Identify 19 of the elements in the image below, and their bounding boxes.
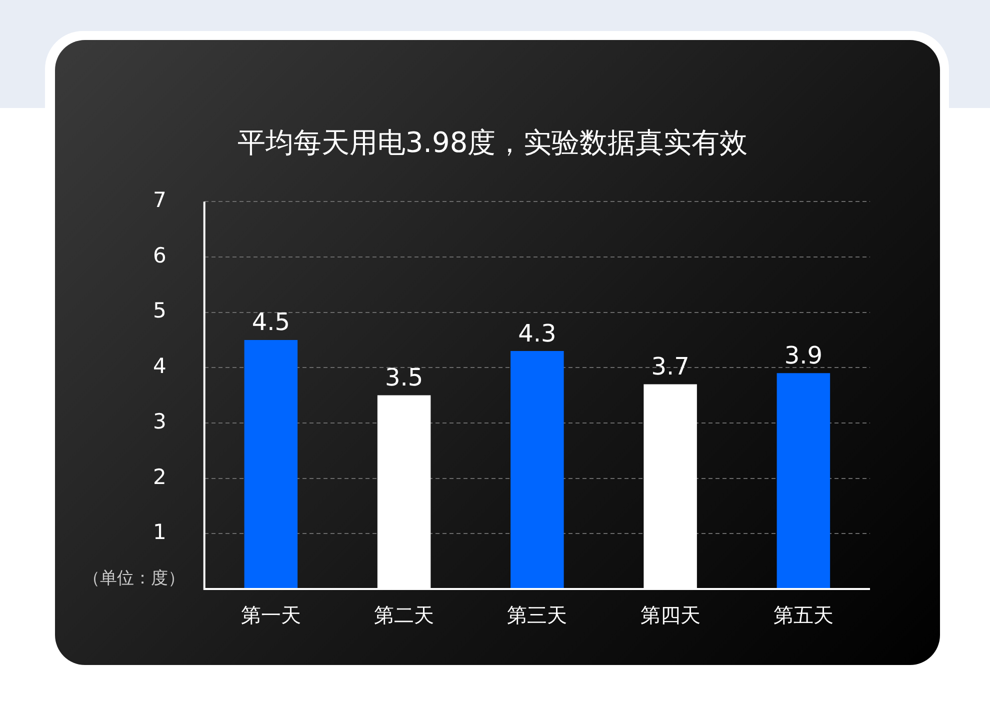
y-tick-label: 2 bbox=[152, 464, 166, 489]
x-tick-label: 第一天 bbox=[240, 603, 301, 628]
y-tick-label: 5 bbox=[152, 298, 166, 323]
x-tick-label: 第三天 bbox=[507, 603, 568, 628]
y-tick-label: 1 bbox=[152, 520, 166, 544]
x-tick-label: 第五天 bbox=[773, 603, 834, 628]
data-label: 4.3 bbox=[518, 319, 556, 348]
y-axis-title: （单位：度） bbox=[83, 568, 185, 588]
y-tick-label: 7 bbox=[152, 188, 166, 212]
x-tick-label: 第四天 bbox=[640, 603, 700, 628]
data-label: 3.7 bbox=[651, 352, 690, 380]
data-label: 3.9 bbox=[784, 341, 823, 370]
chart-title: 平均每天用电3.98度，实验数据真实有效 bbox=[237, 126, 748, 160]
y-tick-label: 4 bbox=[152, 354, 166, 378]
y-tick-label: 6 bbox=[152, 243, 166, 268]
y-tick-label: 3 bbox=[152, 409, 166, 434]
x-tick-label: 第二天 bbox=[374, 603, 434, 628]
data-label: 4.5 bbox=[252, 308, 290, 336]
data-label: 3.5 bbox=[384, 364, 424, 392]
